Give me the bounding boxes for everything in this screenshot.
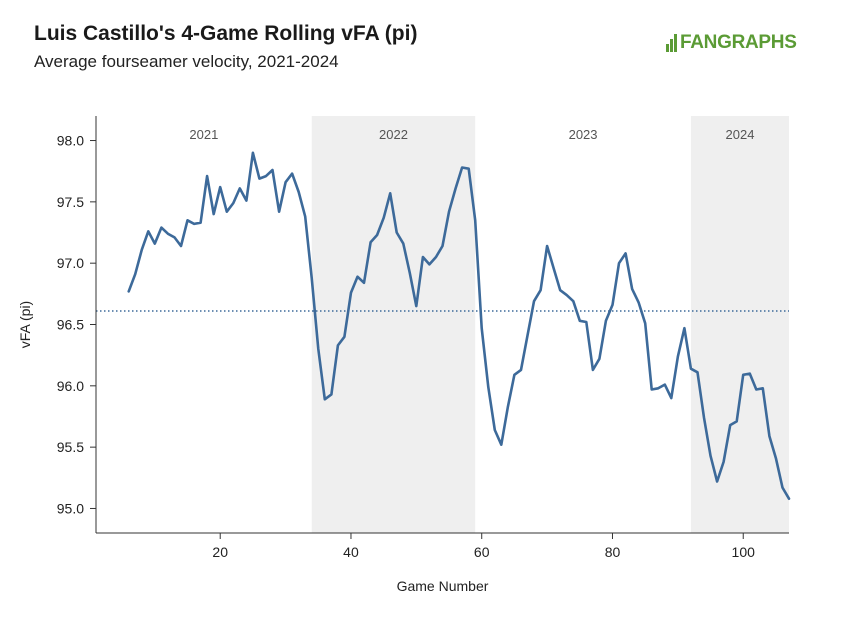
x-tick-label: 80 — [605, 544, 621, 560]
y-tick-label: 95.0 — [57, 500, 84, 516]
chart-title: Luis Castillo's 4-Game Rolling vFA (pi) — [34, 22, 418, 45]
season-bands — [311, 116, 789, 533]
axes: 95.0 95.5 96.0 96.5 97.0 97.5 98.0 20 40 60 80 100 — [57, 116, 789, 560]
y-tick-label: 95.5 — [57, 439, 84, 455]
x-axis-title: Game Number — [397, 578, 489, 594]
season-label-2021: 2021 — [189, 127, 218, 142]
brand-name: FANGRAPHS — [680, 32, 797, 53]
season-label-2023: 2023 — [569, 127, 598, 142]
y-tick-label: 96.5 — [57, 317, 84, 333]
season-label-2024: 2024 — [726, 127, 755, 142]
chart-subtitle: Average fourseamer velocity, 2021-2024 — [34, 52, 339, 71]
season-band-2024 — [690, 116, 789, 533]
series-line-0 — [127, 151, 791, 501]
season-label-2022: 2022 — [379, 127, 408, 142]
x-tick-label: 20 — [212, 544, 228, 560]
y-tick-label: 97.5 — [57, 194, 84, 210]
x-tick-label: 100 — [732, 544, 756, 560]
y-axis-title: vFA (pi) — [17, 301, 33, 348]
y-tick-label: 98.0 — [57, 133, 84, 149]
x-tick-label: 60 — [474, 544, 490, 560]
fangraphs-logo: FANGRAPHS — [666, 32, 797, 54]
series-group — [127, 151, 791, 501]
y-tick-label: 96.0 — [57, 378, 84, 394]
season-labels: 2021 2022 2023 2024 — [189, 127, 754, 142]
bar-logo-icon — [666, 34, 678, 52]
season-band-2022 — [311, 116, 476, 533]
x-tick-label: 40 — [343, 544, 359, 560]
y-tick-label: 97.0 — [57, 255, 84, 271]
